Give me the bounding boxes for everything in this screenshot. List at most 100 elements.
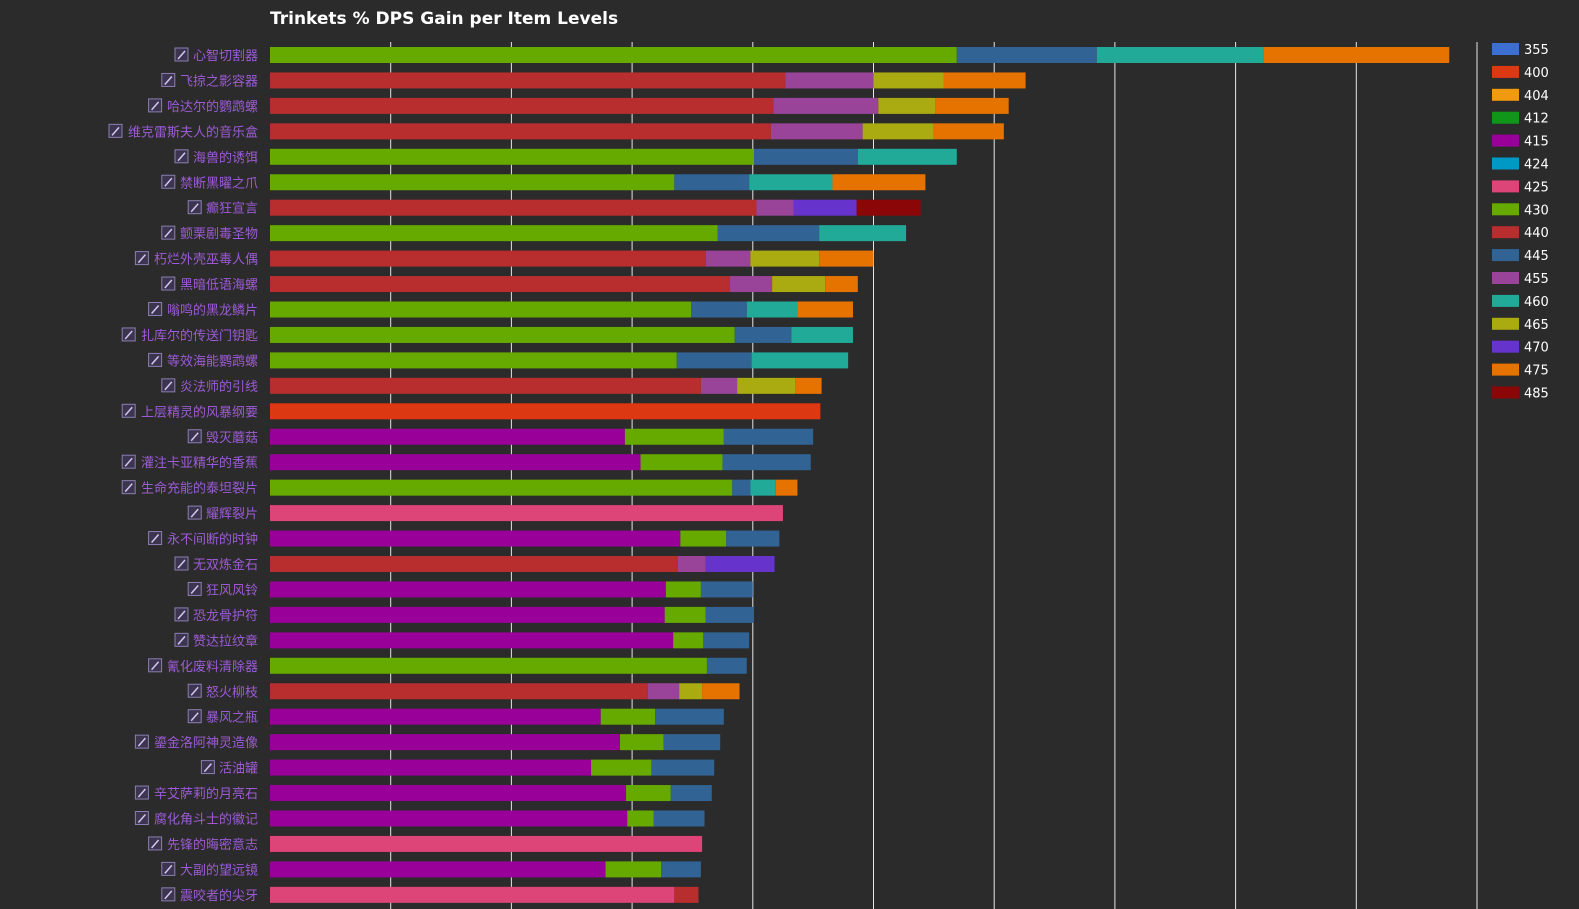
bar-segment: [680, 530, 727, 547]
bar-segment: [705, 250, 751, 267]
bar-segment: [856, 199, 921, 216]
bar-segment: [772, 276, 826, 293]
bar-segment: [706, 657, 747, 674]
category-label: 上层精灵的风暴纲要: [141, 404, 258, 420]
category-label: 腐化角斗士的徽记: [154, 812, 258, 828]
legend-swatch: [1492, 340, 1519, 353]
category-label: 飞掠之影容器: [180, 73, 258, 89]
bar-segment: [270, 174, 675, 191]
bar-segment: [600, 708, 656, 725]
bar-segment: [705, 606, 755, 623]
legend-swatch: [1492, 226, 1519, 239]
bar-segment: [270, 301, 692, 318]
bar-segment: [655, 708, 724, 725]
bar-segment: [723, 428, 814, 445]
category-label: 等效海能鹦鹉螺: [167, 353, 258, 369]
category-label: 辛艾萨莉的月亮石: [154, 786, 258, 802]
bar-segment: [270, 225, 718, 242]
item-icon-glyph: [164, 228, 173, 238]
bar-segment: [878, 97, 936, 114]
category-label: 先锋的晦密意志: [167, 837, 258, 853]
bar-segment: [270, 403, 821, 420]
bar-segment: [943, 72, 1026, 89]
bar-segment: [729, 276, 773, 293]
bar-segment: [775, 479, 798, 496]
bar-segment: [270, 835, 703, 852]
item-icon-glyph: [151, 305, 160, 314]
category-label: 生命充能的泰坦裂片: [141, 481, 258, 497]
legend-label: 445: [1524, 249, 1549, 264]
legend-swatch: [1492, 157, 1519, 170]
bar-segment: [270, 556, 678, 572]
bar-segment: [819, 225, 907, 242]
category-label: 哈达尔的鹦鹉螺: [167, 99, 258, 115]
legend-swatch: [1492, 272, 1519, 284]
item-icon-glyph: [151, 355, 160, 365]
category-label: 氰化废料清除器: [167, 659, 258, 675]
category-label: 怒火柳枝: [206, 685, 258, 700]
bar-segment: [676, 352, 752, 369]
bar-segment: [627, 810, 654, 827]
bar-segment: [640, 454, 723, 471]
category-label: 维克雷斯夫人的音乐盒: [128, 124, 258, 140]
legend-swatch: [1492, 203, 1519, 216]
bar-segment: [717, 225, 820, 242]
item-icon-glyph: [137, 814, 146, 823]
item-icon-glyph: [164, 864, 173, 874]
legend-label: 470: [1524, 341, 1549, 356]
item-icon-glyph: [177, 152, 186, 162]
category-label: 颤栗剧毒圣物: [180, 227, 258, 242]
bar-segment: [749, 174, 833, 191]
bar-segment: [620, 734, 664, 751]
bar-segment: [270, 632, 674, 649]
item-icon-glyph: [151, 661, 160, 671]
legend-label: 415: [1524, 135, 1549, 150]
item-icon-glyph: [190, 686, 199, 696]
category-label: 暴风之瓶: [206, 711, 258, 726]
bar-segment: [270, 326, 735, 343]
legend-label: 440: [1524, 226, 1549, 241]
bar-segment: [664, 606, 706, 623]
legend-label: 424: [1524, 158, 1549, 173]
legend: 355 400 404 412 415 424 425 430 440 445 455 460 465 4…: [1492, 43, 1549, 402]
category-label: 炎法师的引线: [180, 379, 258, 395]
bar-segment: [700, 581, 753, 598]
bar-segment: [935, 97, 1009, 114]
item-icon-glyph: [151, 839, 160, 849]
category-label: 耀辉裂片: [206, 507, 258, 522]
bar-segment: [270, 148, 755, 165]
bar-segment: [750, 250, 820, 267]
bar-segment: [270, 683, 648, 700]
bar-segment: [270, 377, 701, 394]
category-label: 黑暗低语海螺: [180, 278, 258, 293]
bar-segment: [673, 632, 704, 649]
bar-segment: [1096, 47, 1264, 63]
category-label: 大副的望远镜: [180, 862, 258, 878]
bar-segment: [270, 47, 957, 63]
bar-segment: [270, 276, 730, 293]
category-label: 狂风风铃: [206, 583, 258, 598]
item-icon-glyph: [164, 381, 173, 391]
bar-segment: [270, 428, 625, 445]
bar-segment: [1263, 47, 1450, 63]
item-icon-glyph: [190, 432, 199, 442]
item-icon-glyph: [164, 890, 173, 900]
item-icon-glyph: [177, 610, 186, 620]
bar-segment: [832, 174, 926, 191]
bar-segment: [270, 759, 592, 776]
bar-segment: [726, 530, 780, 547]
legend-swatch: [1492, 180, 1519, 193]
category-label: 永不间断的时钟: [167, 532, 258, 548]
bar-segment: [270, 657, 707, 674]
bar-segment: [270, 606, 665, 623]
bar-segment: [857, 148, 957, 165]
gridlines: [390, 42, 1478, 909]
legend-label: 355: [1524, 43, 1549, 58]
bar-segment: [661, 861, 701, 878]
bar-segment: [270, 97, 774, 114]
item-icon-glyph: [124, 406, 133, 416]
bar-segment: [270, 454, 641, 471]
bar-segment: [653, 810, 705, 827]
category-label: 癫狂宣言: [206, 201, 258, 217]
